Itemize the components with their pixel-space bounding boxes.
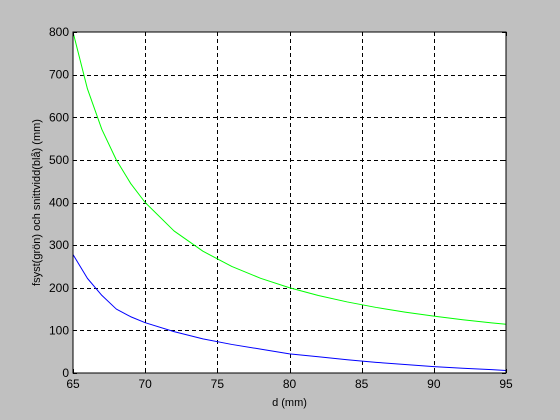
- y-tick-label: 100: [49, 323, 69, 337]
- x-tick-label: 95: [499, 377, 513, 391]
- y-tick-label: 200: [49, 281, 69, 295]
- y-tick-label: 600: [49, 110, 69, 124]
- y-tick-label: 500: [49, 153, 69, 167]
- y-tick-label: 300: [49, 238, 69, 252]
- series-group: [72, 31, 507, 371]
- y-tick-label: 700: [49, 68, 69, 82]
- y-tick-label: 400: [49, 196, 69, 210]
- x-tick-label: 65: [66, 377, 80, 391]
- x-axis-label: d (mm): [272, 397, 307, 409]
- series-line-1: [72, 31, 507, 325]
- axes-border: [72, 31, 507, 374]
- x-tick-label: 90: [427, 377, 441, 391]
- grid-lines: [73, 32, 506, 373]
- y-axis-label: fsyst(grön) och snittvidd(blå) (mm): [31, 119, 43, 286]
- x-tick-label: 80: [283, 377, 297, 391]
- y-tick-label: 0: [62, 366, 69, 380]
- y-tick-label: 800: [49, 25, 69, 39]
- ticks: [73, 32, 507, 374]
- series-line-2: [72, 254, 507, 371]
- x-tick-label: 85: [355, 377, 369, 391]
- x-tick-label: 75: [211, 377, 225, 391]
- plot-area: [73, 32, 506, 373]
- x-tick-label: 70: [138, 377, 152, 391]
- tick-labels: 65 70 75 80 85 90 95 0 100 200 300 400 500 600 700 800: [49, 25, 513, 391]
